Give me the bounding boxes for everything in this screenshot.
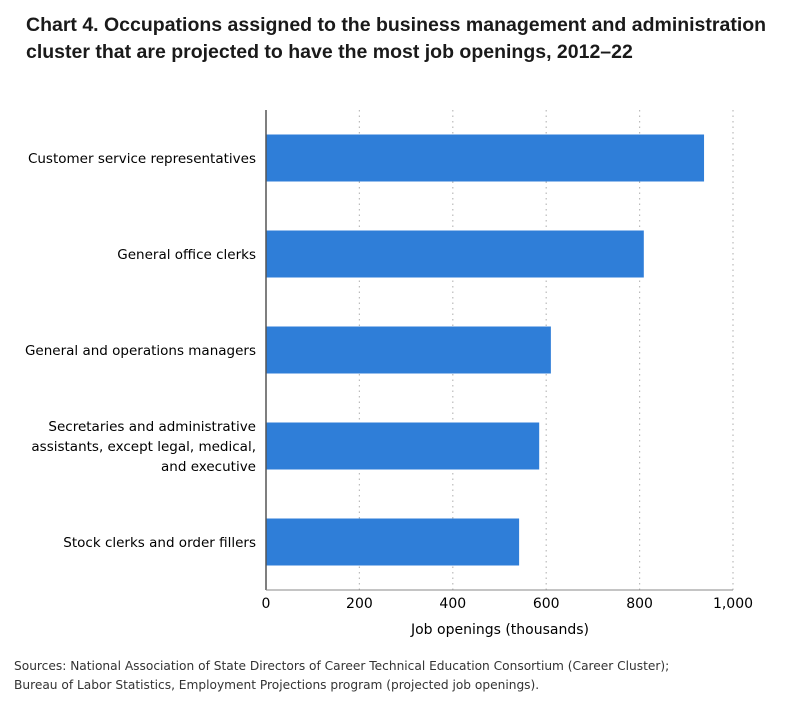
category-label: and executive	[161, 459, 256, 475]
category-label: General office clerks	[117, 247, 256, 263]
category-label: assistants, except legal, medical,	[31, 439, 256, 455]
bar	[266, 230, 644, 278]
bar	[266, 326, 551, 374]
category-label: General and operations managers	[25, 343, 256, 359]
x-tick-label: 400	[439, 596, 466, 612]
x-axis-label: Job openings (thousands)	[410, 622, 589, 638]
category-labels: Customer service representatives General …	[25, 151, 256, 551]
category-label: Secretaries and administrative	[48, 419, 256, 435]
chart-title-line-2: cluster that are projected to have the m…	[26, 41, 633, 63]
x-tick-label: 0	[262, 596, 271, 612]
bar	[266, 518, 520, 566]
x-tick-label: 200	[346, 596, 373, 612]
bar	[266, 134, 705, 182]
bar-chart: 0 200 400 600 800 1,000 Customer service repr…	[25, 110, 754, 638]
x-tick-labels: 0 200 400 600 800 1,000	[262, 596, 754, 612]
sources-note: Sources: National Association of State D…	[14, 657, 669, 695]
bars	[266, 134, 705, 566]
bar	[266, 422, 540, 470]
x-tick-label: 1,000	[713, 596, 753, 612]
chart-title: Chart 4. Occupations assigned to the bus…	[26, 12, 796, 66]
category-label: Stock clerks and order fillers	[63, 535, 256, 551]
sources-line-2: Bureau of Labor Statistics, Employment P…	[14, 678, 540, 692]
chart-title-line-1: Chart 4. Occupations assigned to the bus…	[26, 14, 767, 36]
x-tick-label: 800	[626, 596, 653, 612]
sources-line-1: Sources: National Association of State D…	[14, 659, 670, 673]
x-tick-label: 600	[533, 596, 560, 612]
category-label: Customer service representatives	[28, 151, 256, 167]
